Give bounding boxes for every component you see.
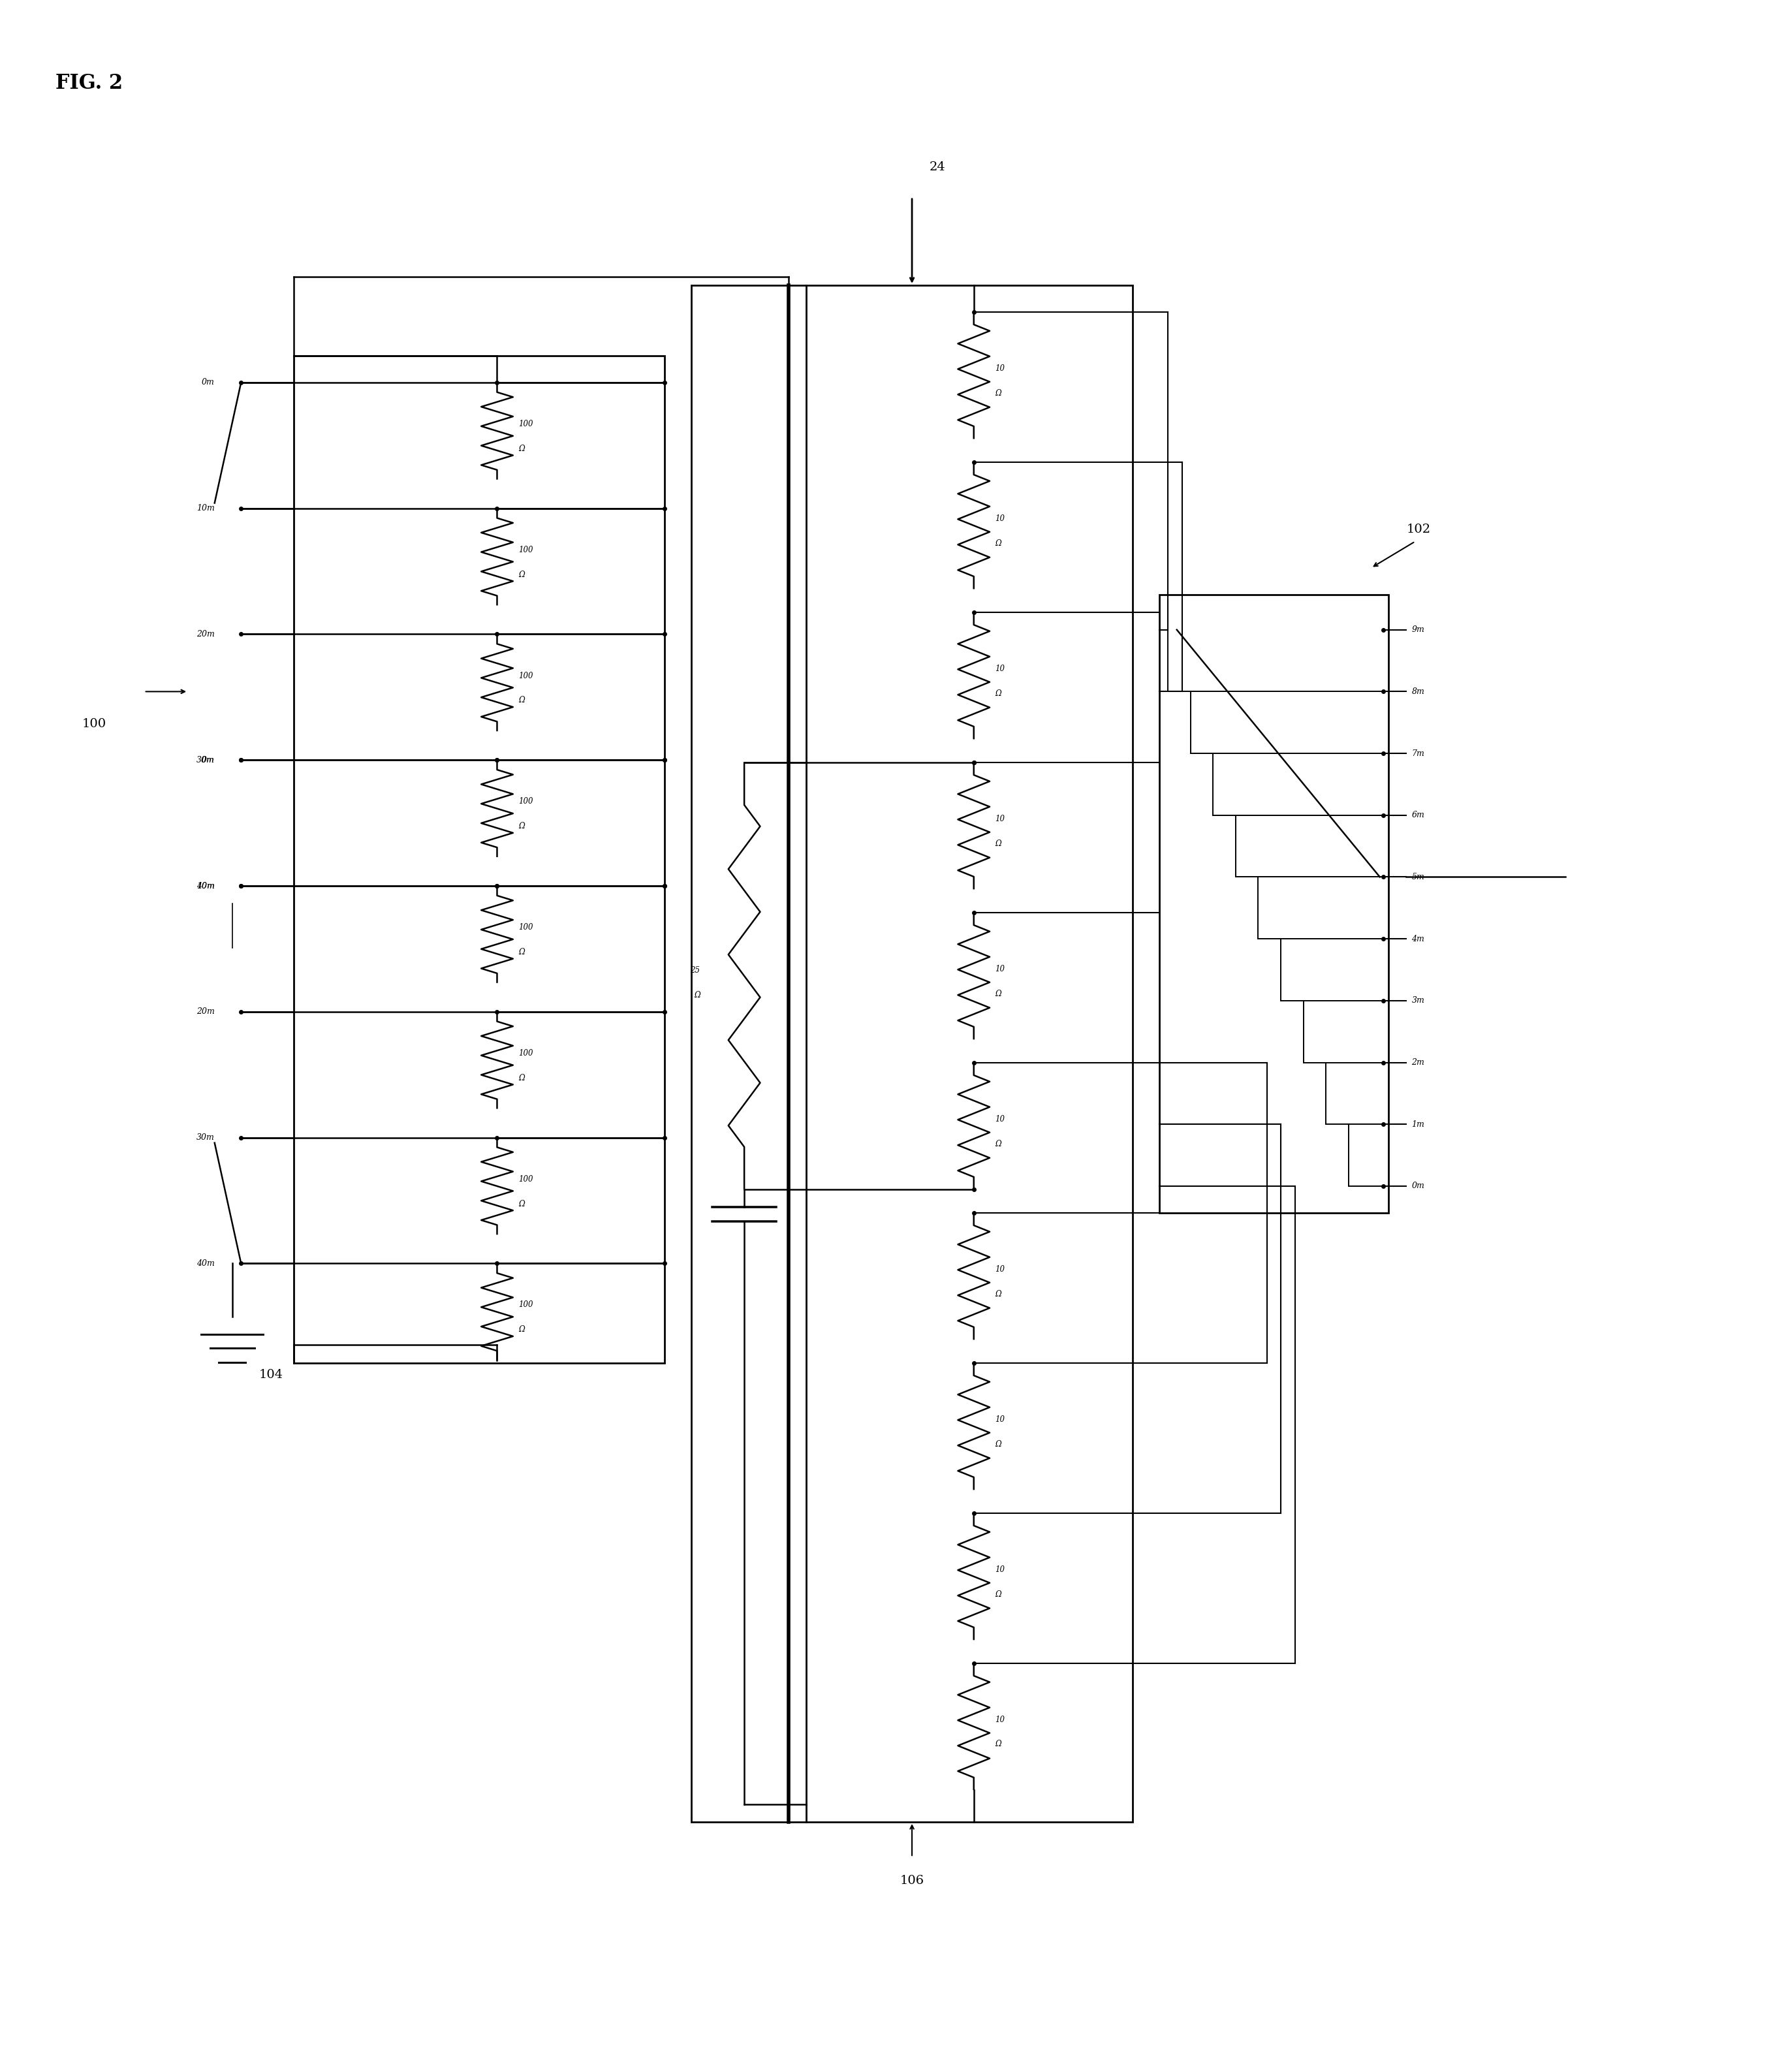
Text: Ω: Ω — [519, 696, 524, 704]
Text: 100: 100 — [519, 1175, 533, 1183]
Text: Ω: Ω — [995, 1140, 1001, 1148]
Text: 7m: 7m — [1411, 750, 1424, 758]
Text: 10m: 10m — [197, 881, 214, 891]
Text: 20m: 20m — [197, 630, 214, 638]
Text: FIG. 2: FIG. 2 — [55, 73, 122, 93]
Text: 40m: 40m — [197, 1260, 214, 1268]
Text: 20m: 20m — [197, 1007, 214, 1015]
Text: Ω: Ω — [995, 839, 1001, 847]
Text: 0m: 0m — [202, 756, 214, 765]
Text: Ω: Ω — [995, 988, 1001, 999]
Text: 30m: 30m — [197, 1133, 214, 1142]
Text: Ω: Ω — [995, 690, 1001, 698]
Text: Ω: Ω — [694, 990, 700, 999]
Text: Ω: Ω — [995, 1740, 1001, 1749]
Text: Ω: Ω — [519, 1326, 524, 1334]
Text: 100: 100 — [519, 1048, 533, 1057]
Text: 104: 104 — [259, 1370, 283, 1380]
Text: 10: 10 — [995, 365, 1004, 373]
Text: 10: 10 — [995, 1415, 1004, 1423]
Bar — [691, 286, 1133, 1821]
Text: 100: 100 — [519, 545, 533, 553]
Text: Ω: Ω — [519, 1200, 524, 1208]
Text: 100: 100 — [519, 1301, 533, 1310]
Text: 40m: 40m — [197, 881, 214, 891]
Text: 6m: 6m — [1411, 810, 1424, 818]
Text: 0m: 0m — [202, 379, 214, 387]
Text: Ω: Ω — [995, 1589, 1001, 1598]
Text: 3m: 3m — [1411, 997, 1424, 1005]
Text: Ω: Ω — [519, 1073, 524, 1082]
Text: 8m: 8m — [1411, 688, 1424, 696]
Text: 100: 100 — [519, 421, 533, 429]
Text: 10: 10 — [995, 1264, 1004, 1274]
Text: 10: 10 — [995, 1115, 1004, 1123]
Text: 10: 10 — [995, 814, 1004, 823]
Text: 1m: 1m — [1411, 1121, 1424, 1129]
Text: 106: 106 — [900, 1875, 924, 1886]
Text: 102: 102 — [1406, 524, 1431, 535]
Text: 10: 10 — [995, 514, 1004, 522]
Text: 10: 10 — [995, 1564, 1004, 1573]
Text: 10: 10 — [995, 665, 1004, 673]
Bar — [1160, 595, 1388, 1212]
Text: 4m: 4m — [1411, 934, 1424, 943]
Text: Ω: Ω — [519, 823, 524, 831]
Text: 100: 100 — [81, 717, 106, 729]
Text: 2m: 2m — [1411, 1059, 1424, 1067]
Text: Ω: Ω — [995, 390, 1001, 398]
Text: 10: 10 — [995, 966, 1004, 974]
Text: 9m: 9m — [1411, 626, 1424, 634]
Text: Ω: Ω — [995, 1440, 1001, 1448]
Text: Ω: Ω — [995, 1289, 1001, 1299]
Text: 0m: 0m — [1411, 1181, 1424, 1191]
Bar — [294, 356, 664, 1363]
Text: 10: 10 — [995, 1716, 1004, 1724]
Text: Ω: Ω — [995, 539, 1001, 547]
Text: 30m: 30m — [197, 756, 214, 765]
Text: Ω: Ω — [519, 445, 524, 454]
Text: 10m: 10m — [197, 503, 214, 512]
Text: 25: 25 — [691, 966, 700, 976]
Text: 100: 100 — [519, 671, 533, 680]
Text: 100: 100 — [519, 798, 533, 806]
Text: Ω: Ω — [519, 947, 524, 957]
Text: Ω: Ω — [519, 570, 524, 578]
Text: 24: 24 — [930, 162, 946, 174]
Text: 5m: 5m — [1411, 872, 1424, 881]
Text: 100: 100 — [519, 924, 533, 932]
